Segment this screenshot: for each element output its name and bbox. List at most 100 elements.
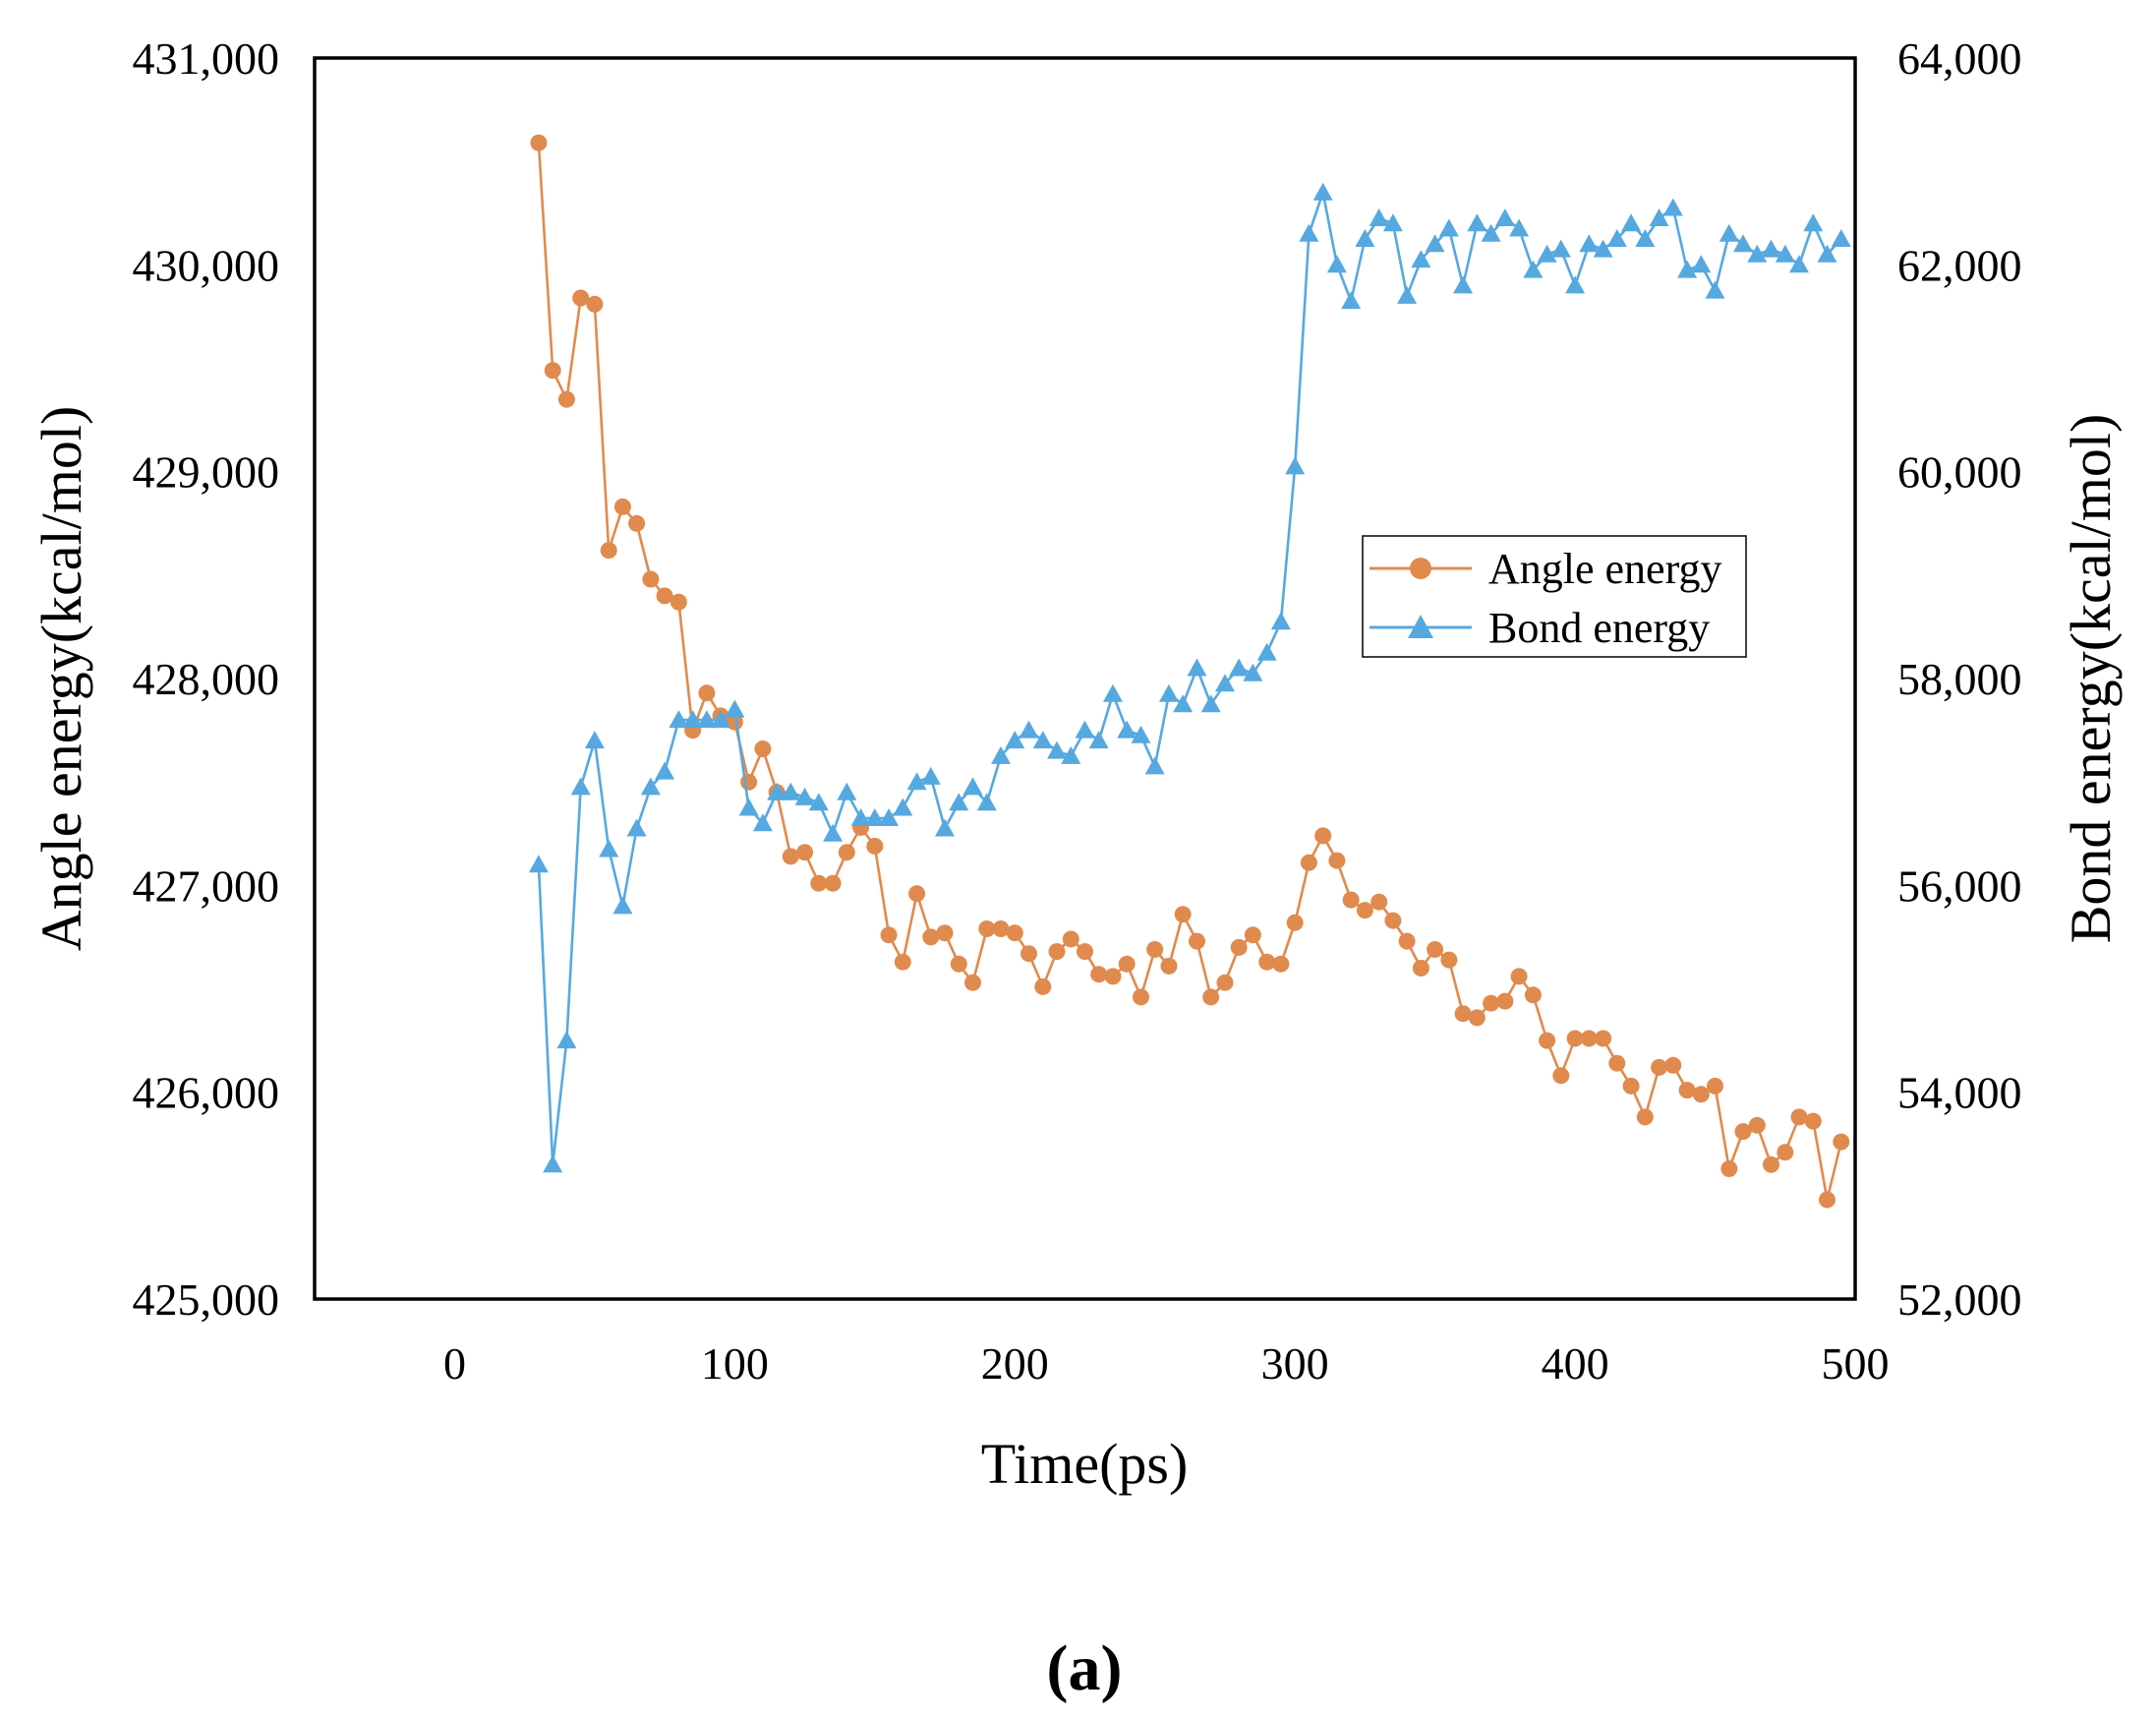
bond-energy-point [1256, 642, 1277, 661]
left-y-tick-label: 426,000 [133, 1068, 280, 1118]
bond-energy-point [1411, 250, 1431, 268]
bond-energy-point [1285, 456, 1306, 475]
angle-energy-point [1412, 960, 1429, 977]
angle-energy-point [1286, 914, 1304, 931]
angle-energy-point [1077, 943, 1093, 961]
angle-energy-point [1133, 988, 1149, 1006]
angle-energy-point [1384, 912, 1402, 929]
series-bond-energy [528, 182, 1851, 1173]
angle-energy-point [1790, 1108, 1808, 1126]
bond-energy-point [920, 766, 941, 785]
bond-energy-point [1341, 291, 1362, 310]
angle-energy-point [1258, 953, 1276, 971]
angle-energy-point [796, 844, 814, 861]
angle-energy-point [586, 295, 604, 313]
bond-energy-point [752, 813, 773, 832]
x-tick-label: 100 [701, 1338, 769, 1389]
bond-energy-point [1606, 229, 1627, 247]
bond-energy-point [781, 782, 801, 800]
bond-energy-point [528, 855, 549, 873]
angle-energy-point [1020, 945, 1037, 963]
bond-energy-point [1005, 731, 1025, 749]
bond-energy-point [1270, 612, 1291, 630]
right-y-axis-title: Bond energy(kcal/mol) [2059, 414, 2123, 944]
bond-energy-point [1621, 213, 1642, 232]
x-axis-tick-labels: 0 100 200 300 400 500 [443, 1338, 1890, 1389]
angle-energy-point [1692, 1086, 1710, 1103]
bond-energy-point [1215, 674, 1235, 692]
angle-energy-point [613, 498, 631, 515]
angle-energy-point [600, 542, 617, 560]
bond-energy-point [1649, 208, 1669, 226]
x-tick-label: 300 [1261, 1338, 1329, 1389]
angle-energy-point [1748, 1116, 1766, 1134]
angle-energy-point [1062, 930, 1079, 948]
left-y-tick-label: 430,000 [133, 240, 280, 290]
angle-energy-point [894, 953, 911, 971]
bond-energy-point [1032, 731, 1053, 749]
x-tick-label: 500 [1822, 1338, 1890, 1389]
angle-energy-point [1356, 902, 1373, 919]
bond-energy-point [991, 745, 1011, 764]
bond-energy-point [1705, 280, 1725, 299]
legend-angle-marker [1410, 558, 1431, 579]
bond-energy-point [949, 793, 969, 811]
bond-energy-point [1312, 182, 1333, 201]
bond-energy-point [682, 710, 703, 729]
angle-energy-point [754, 740, 772, 757]
angle-energy-point [1496, 992, 1514, 1010]
bond-energy-point [837, 782, 857, 800]
right-y-axis-tick-labels: 52,000 54,000 56,000 58,000 60,000 62,000 64,0… [1897, 33, 2022, 1325]
angle-energy-point [1314, 827, 1332, 845]
legend-bond-label: Bond energy [1488, 604, 1710, 652]
bond-energy-point [1817, 244, 1837, 263]
right-y-tick-label: 56,000 [1897, 860, 2022, 911]
bond-energy-point [1481, 223, 1501, 242]
right-y-tick-label: 64,000 [1897, 33, 2022, 84]
angle-energy-point [950, 955, 967, 973]
left-y-tick-label: 428,000 [133, 654, 280, 704]
series-line-angle-energy [537, 143, 1843, 1202]
bond-energy-point [1382, 213, 1403, 232]
bond-energy-point [1579, 234, 1600, 253]
bond-energy-point [1662, 198, 1683, 216]
angle-energy-point [1819, 1191, 1836, 1209]
bond-energy-point [738, 798, 759, 816]
angle-energy-point [1608, 1054, 1626, 1072]
angle-energy-point [1468, 1009, 1486, 1027]
angle-energy-point [1272, 955, 1290, 973]
bond-energy-point [1775, 244, 1795, 263]
bond-energy-point [1467, 213, 1487, 232]
bond-energy-point [1047, 740, 1067, 759]
angle-energy-point [978, 920, 996, 937]
plot-area-border [313, 56, 1857, 1301]
left-y-axis-tick-labels: 425,000 426,000 427,000 428,000 429,000 430,0… [133, 33, 280, 1325]
bond-energy-point [1453, 275, 1474, 294]
angle-energy-point [1777, 1144, 1794, 1161]
bond-energy-point [1355, 229, 1375, 247]
bond-energy-point [1719, 223, 1739, 242]
angle-energy-point [1595, 1030, 1612, 1047]
angle-energy-point [1720, 1160, 1738, 1177]
bond-energy-point [1299, 223, 1319, 242]
angle-energy-point [1090, 966, 1108, 983]
panel-label: (a) [1047, 1632, 1123, 1704]
bond-energy-point [1677, 260, 1698, 278]
bond-energy-point [1075, 720, 1095, 739]
angle-energy-point [1146, 941, 1164, 958]
angle-energy-point [1300, 854, 1317, 871]
bond-energy-point [640, 777, 661, 796]
angle-energy-point [1483, 994, 1500, 1012]
angle-energy-point [670, 593, 687, 611]
bond-energy-point [808, 793, 829, 811]
x-tick-label: 0 [443, 1338, 466, 1389]
left-y-tick-label: 425,000 [133, 1274, 280, 1325]
bond-energy-point [1117, 720, 1137, 739]
x-axis-title: Time(ps) [981, 1432, 1189, 1496]
x-tick-label: 400 [1542, 1338, 1609, 1389]
angle-energy-point [992, 920, 1010, 937]
angle-energy-point [642, 570, 660, 588]
legend-angle-label: Angle energy [1488, 545, 1721, 593]
bond-energy-point [725, 699, 745, 718]
angle-energy-point [922, 928, 940, 946]
